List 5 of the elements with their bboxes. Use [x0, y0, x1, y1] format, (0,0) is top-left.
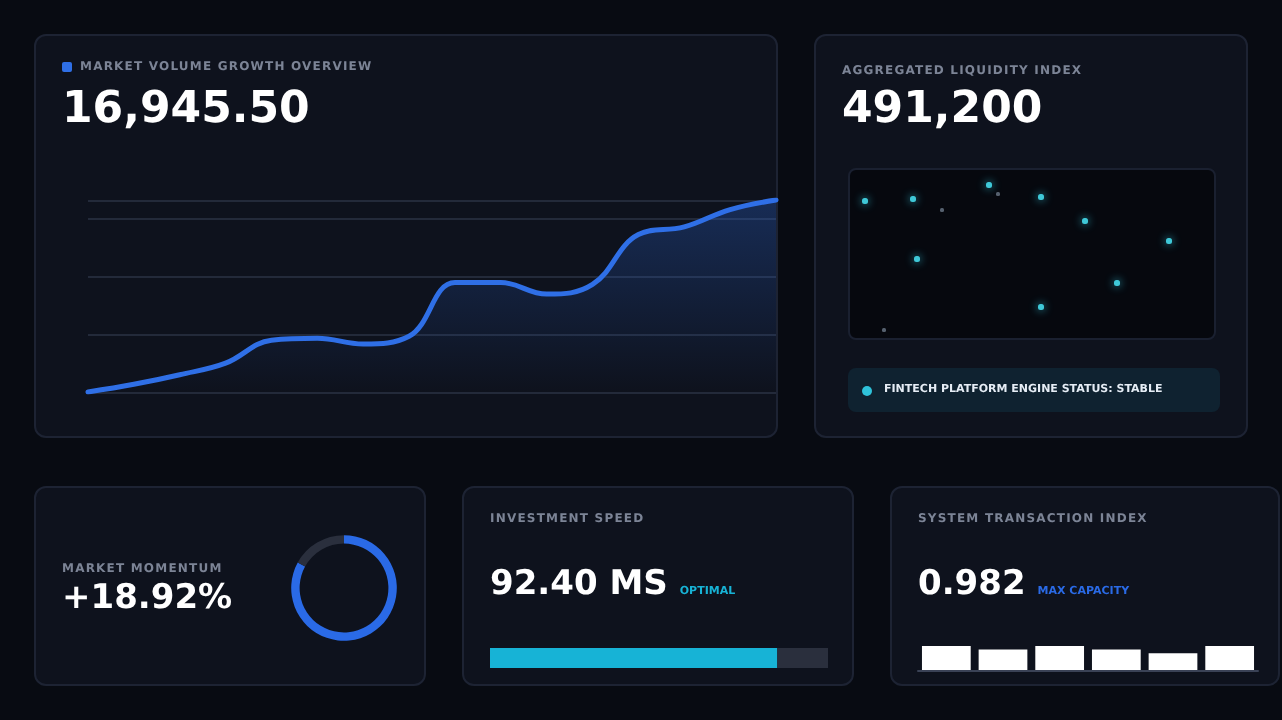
text: 491,200 — [842, 84, 1043, 134]
text: 0.982 — [918, 564, 1026, 604]
text: +18.92% — [62, 578, 233, 618]
text: 92.40 MS — [490, 564, 668, 604]
text: 16,945.50 — [62, 84, 310, 134]
